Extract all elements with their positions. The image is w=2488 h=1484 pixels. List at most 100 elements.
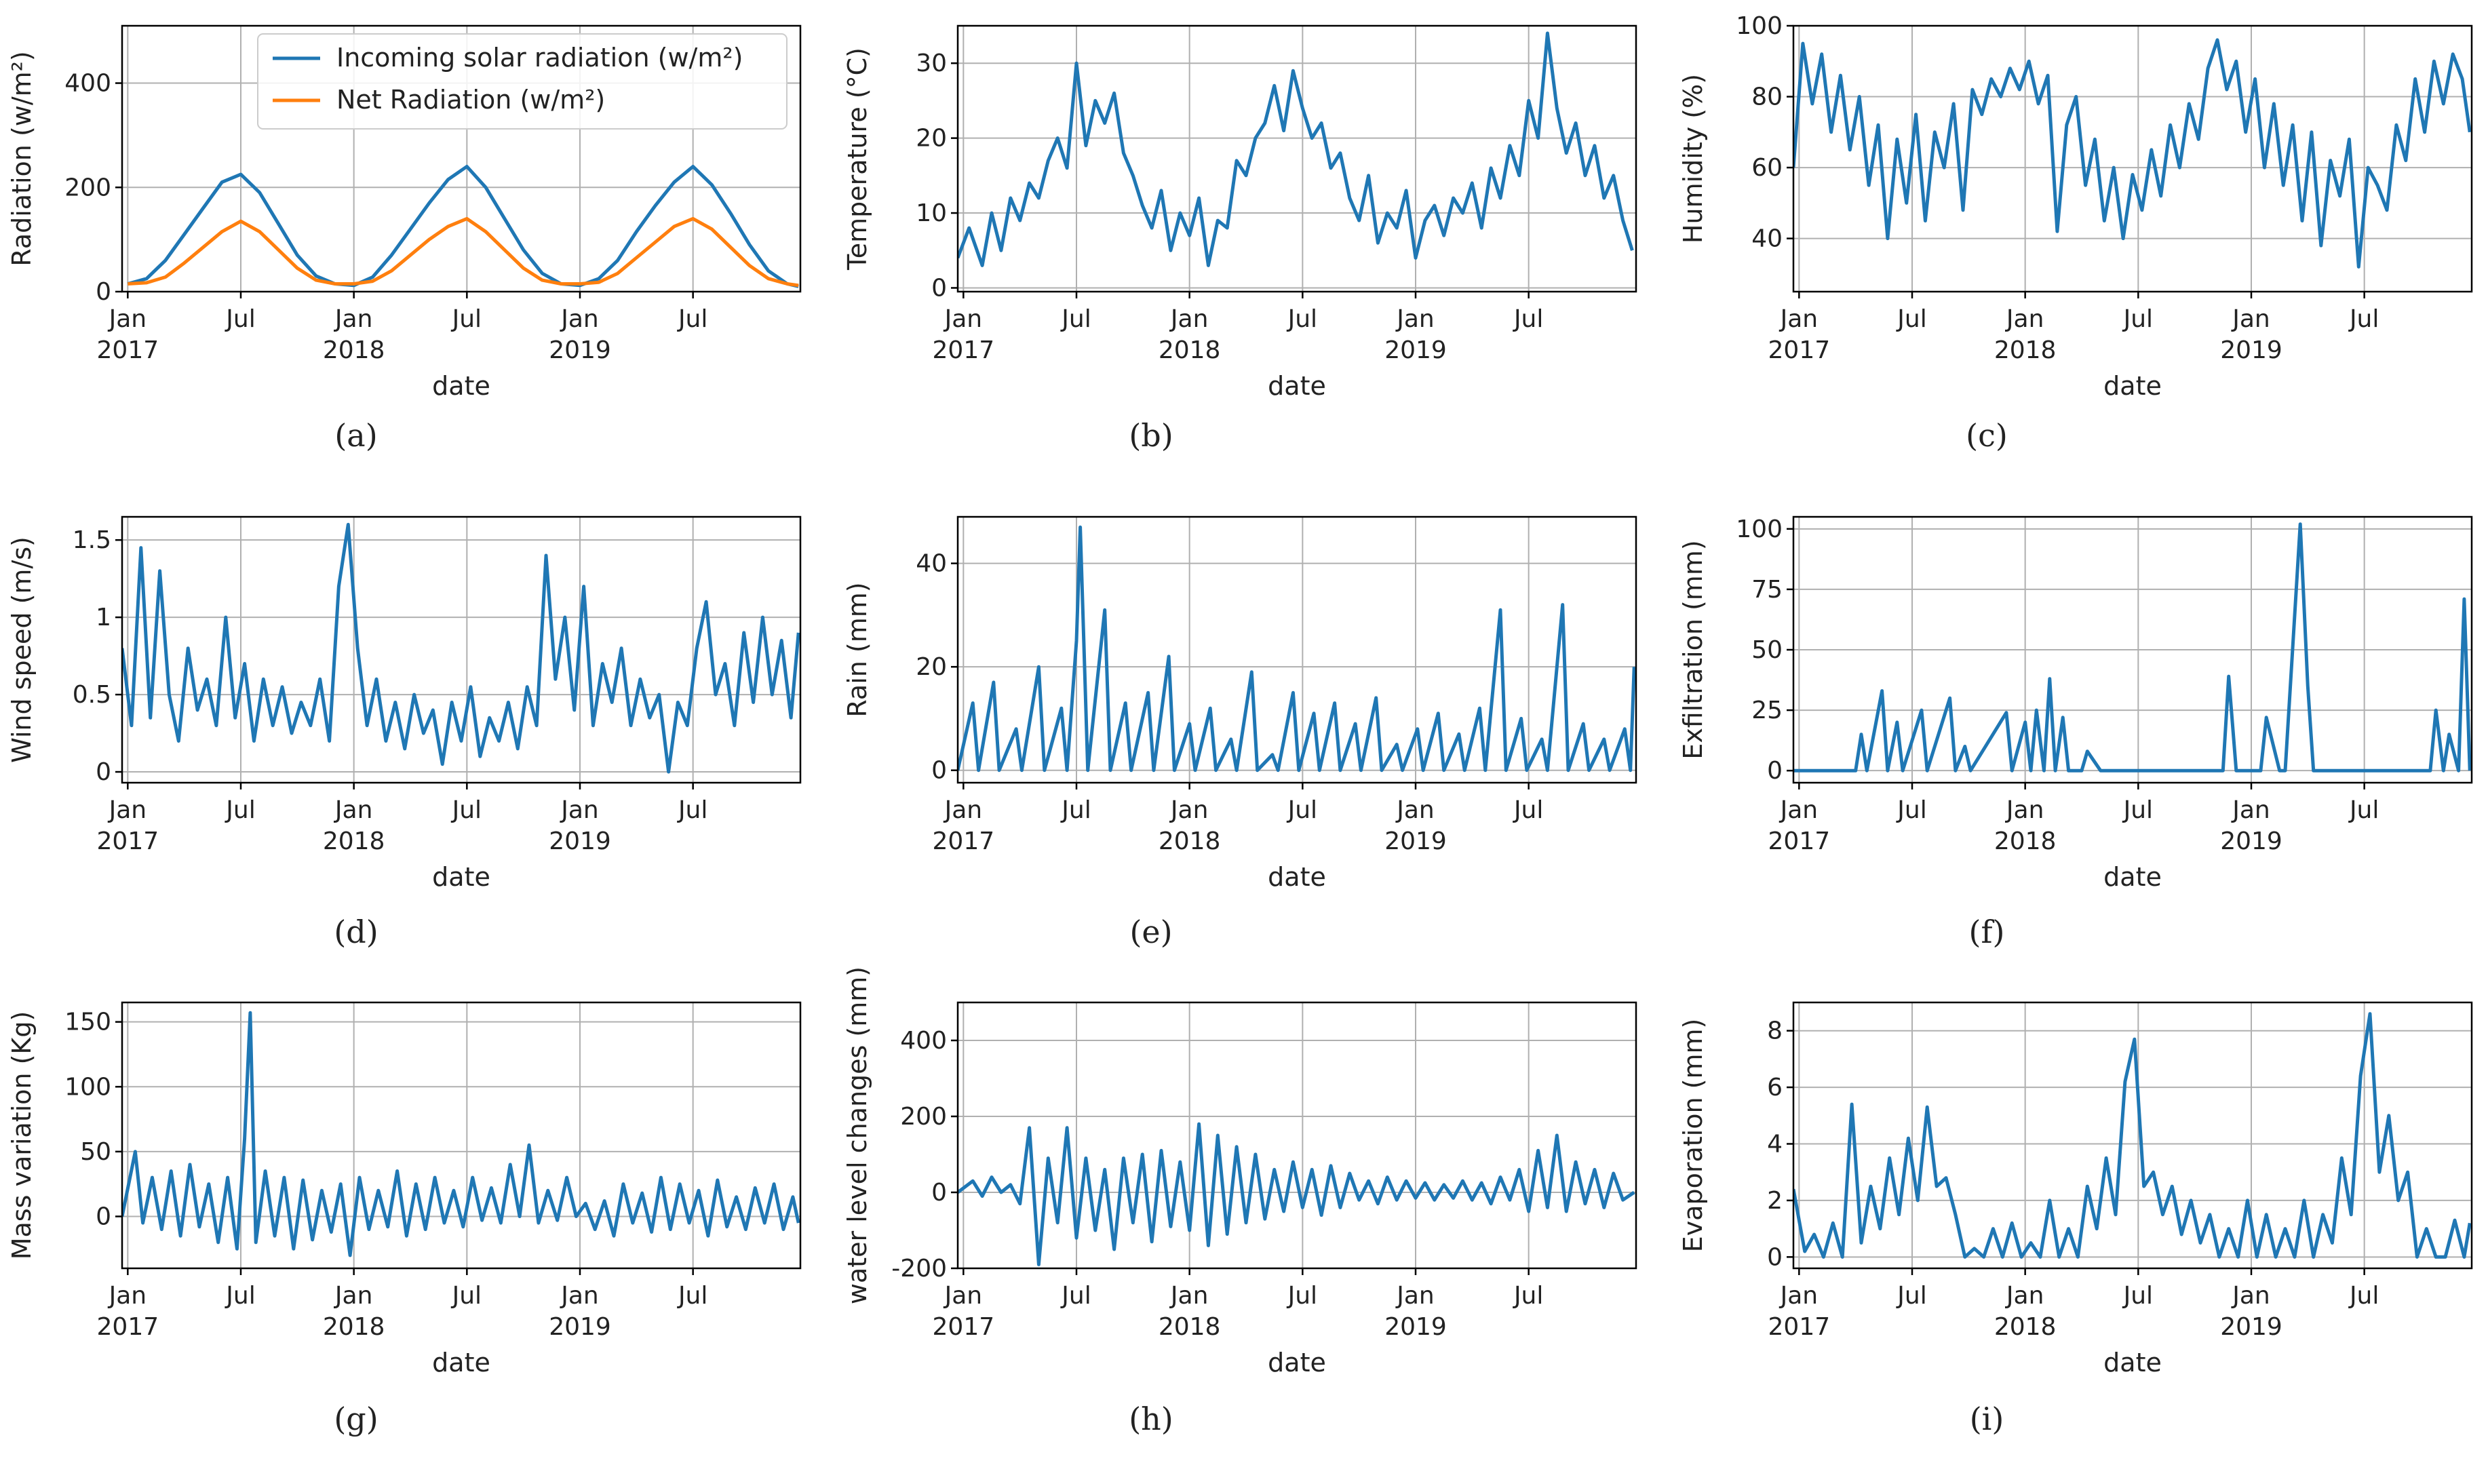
x-tick-label: Jul — [225, 305, 255, 333]
y-tick-label: 40 — [1751, 225, 1783, 253]
panel-caption: (g) — [334, 1401, 378, 1437]
x-tick-label: Jan — [1779, 305, 1819, 333]
y-tick-label: -200 — [891, 1255, 947, 1283]
y-tick-label: 25 — [1751, 697, 1783, 724]
x-tick-label: Jan — [1169, 796, 1209, 824]
x-tick-year: 2018 — [323, 336, 385, 364]
x-tick-label: Jul — [451, 1282, 482, 1310]
y-tick-label: 0 — [931, 274, 947, 302]
panel-caption: (e) — [1129, 914, 1172, 950]
x-tick-label: Jul — [1060, 305, 1091, 333]
x-tick-label: Jan — [2005, 1282, 2044, 1310]
y-tick-label: 100 — [64, 1073, 111, 1101]
x-tick-label: Jan — [334, 1282, 373, 1310]
y-tick-label: 8 — [1767, 1017, 1783, 1045]
y-tick-label: 0 — [96, 758, 111, 786]
x-tick-label: Jan — [944, 796, 983, 824]
x-tick-label: Jan — [1779, 796, 1819, 824]
chart-panel-f: Jan 2017 Jul Jan 2018 Jul Jan 2019 Jul 0 25 50 75 100… — [1678, 515, 2473, 950]
x-tick-label: Jan — [1779, 1282, 1819, 1310]
x-tick-year: 2019 — [549, 1313, 611, 1341]
plot-frame — [956, 515, 1637, 784]
x-tick-label: Jan — [560, 796, 599, 824]
x-tick-year: 2019 — [549, 336, 611, 364]
x-tick-year: 2018 — [1159, 827, 1221, 855]
x-tick-year: 2018 — [1994, 827, 2057, 855]
x-tick-label: Jul — [1287, 1282, 1317, 1310]
chart-panel-e: Jan 2017 Jul Jan 2018 Jul Jan 2019 Jul 0 20 40 date R… — [842, 515, 1637, 950]
x-tick-year: 2019 — [1384, 336, 1447, 364]
x-tick-year: 2019 — [549, 827, 611, 855]
x-tick-label: Jan — [1395, 305, 1435, 333]
x-axis-label: date — [2103, 1348, 2162, 1378]
legend-box — [257, 33, 788, 130]
x-tick-label: Jul — [1896, 305, 1926, 333]
chart-panel-b: Jan 2017 Jul Jan 2018 Jul Jan 2019 Jul 0 10 20 30 dat… — [842, 24, 1637, 454]
x-tick-year: 2018 — [323, 827, 385, 855]
y-tick-label: 400 — [64, 70, 111, 98]
series-line-f-0 — [1793, 522, 2472, 773]
x-tick-label: Jan — [334, 305, 373, 333]
x-tick-label: Jan — [334, 796, 373, 824]
x-tick-year: 2017 — [1768, 1313, 1831, 1341]
x-tick-year: 2018 — [1159, 1313, 1221, 1341]
x-tick-label: Jul — [677, 1282, 707, 1310]
panel-caption: (f) — [1969, 914, 2005, 950]
chart-panel-c: Jan 2017 Jul Jan 2018 Jul Jan 2019 Jul 40 60 80 100 d… — [1678, 12, 2473, 454]
chart-panel-i: Jan 2017 Jul Jan 2018 Jul Jan 2019 Jul 0 2 4 6 8 date E… — [1678, 1001, 2473, 1437]
x-tick-label: Jan — [1395, 796, 1435, 824]
chart-panel-h: Jan 2017 Jul Jan 2018 Jul Jan 2019 Jul -200 0 200 40… — [842, 966, 1637, 1437]
y-tick-label: 10 — [916, 199, 947, 227]
x-tick-label: Jul — [2348, 796, 2379, 824]
x-tick-label: Jul — [1513, 796, 1543, 824]
x-tick-label: Jul — [1060, 1282, 1091, 1310]
x-tick-label: Jan — [2231, 305, 2270, 333]
x-tick-label: Jul — [677, 305, 707, 333]
y-tick-label: 150 — [64, 1009, 111, 1036]
x-tick-label: Jan — [944, 1282, 983, 1310]
x-tick-label: Jan — [2005, 305, 2044, 333]
y-tick-label: 40 — [916, 550, 947, 578]
x-tick-year: 2019 — [2220, 827, 2282, 855]
x-tick-year: 2017 — [1768, 336, 1831, 364]
y-tick-label: 50 — [1751, 636, 1783, 664]
x-tick-label: Jan — [2005, 796, 2044, 824]
x-tick-label: Jul — [1060, 796, 1091, 824]
y-axis-label: Exfiltration (mm) — [1678, 540, 1708, 759]
y-tick-label: 50 — [80, 1138, 111, 1166]
y-tick-label: 0 — [1767, 757, 1783, 785]
y-tick-label: 200 — [900, 1103, 947, 1131]
y-axis-label: Mass variation (Kg) — [7, 1011, 37, 1260]
panel-caption: (i) — [1970, 1401, 2004, 1437]
x-tick-label: Jul — [677, 796, 707, 824]
x-tick-label: Jan — [108, 1282, 147, 1310]
x-tick-label: Jan — [2231, 1282, 2270, 1310]
panel-caption: (c) — [1966, 417, 2008, 454]
x-tick-label: Jul — [225, 796, 255, 824]
x-tick-year: 2017 — [97, 336, 159, 364]
x-tick-label: Jul — [451, 305, 482, 333]
y-tick-label: 4 — [1767, 1131, 1783, 1158]
series-line-g-0 — [122, 1011, 800, 1257]
series-line-e-0 — [958, 525, 1636, 773]
y-axis-label: Temperature (°C) — [842, 47, 872, 271]
series-line-a-0 — [127, 165, 799, 288]
x-tick-label: Jul — [1896, 796, 1926, 824]
y-axis-label: water level changes (mm) — [842, 966, 872, 1304]
y-tick-label: 0.5 — [73, 681, 111, 709]
x-tick-year: 2018 — [1994, 336, 2057, 364]
plot-frame — [121, 515, 802, 784]
x-tick-label: Jul — [2122, 1282, 2153, 1310]
x-tick-year: 2017 — [97, 827, 159, 855]
panel-caption: (a) — [334, 417, 377, 454]
series-line-c-0 — [1793, 38, 2472, 269]
y-tick-label: 400 — [900, 1027, 947, 1055]
x-tick-year: 2017 — [933, 336, 995, 364]
plot-frame — [121, 1001, 802, 1270]
x-tick-label: Jul — [1287, 305, 1317, 333]
plot-frame — [1792, 1001, 2473, 1270]
plot-frame — [956, 24, 1637, 293]
y-tick-label: 0 — [1767, 1243, 1783, 1271]
x-tick-label: Jan — [2231, 796, 2270, 824]
